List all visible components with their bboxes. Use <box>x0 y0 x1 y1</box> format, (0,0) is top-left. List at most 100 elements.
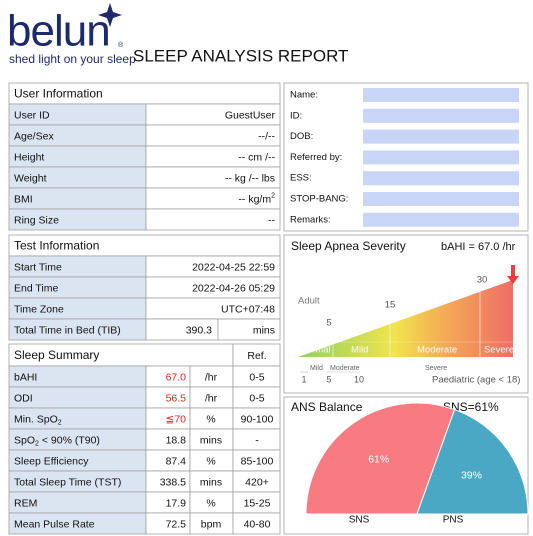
section-title: Test Information <box>14 239 99 253</box>
severity-title: Sleep Apnea Severity <box>291 239 406 253</box>
paediatric-tick: 10 <box>354 374 364 384</box>
paediatric-tick: 1 <box>301 374 306 384</box>
paediatric-label: Paediatric (age < 18) <box>432 375 520 386</box>
form-input <box>363 192 519 206</box>
row-label: REM <box>14 497 37 509</box>
row-ref: 15-25 <box>244 497 271 509</box>
form-label: Referred by: <box>290 152 342 163</box>
form-input <box>363 88 519 102</box>
row-value: 72.5 <box>166 518 187 530</box>
zone-label: Severe <box>484 345 514 356</box>
row-ref: 0-5 <box>249 371 264 383</box>
paediatric-zone: Moderate <box>330 365 360 372</box>
row-ref: 40-80 <box>244 518 271 530</box>
zone-label: Mild <box>351 345 368 356</box>
form-label: DOB: <box>290 131 313 142</box>
form-input <box>363 108 519 123</box>
form-input <box>363 150 519 165</box>
row-value: 390.3 <box>186 324 212 336</box>
row-unit: % <box>206 455 215 467</box>
row-value: -- kg /-- lbs <box>225 172 275 184</box>
adult-tick: 5 <box>326 318 331 329</box>
row-value: 2022-04-25 22:59 <box>192 261 275 273</box>
ref-header: Ref. <box>247 350 266 362</box>
slice-label: 39% <box>461 469 482 481</box>
row-unit: bpm <box>201 518 222 530</box>
row-label: Total Time in Bed (TIB) <box>14 324 121 336</box>
row-label: Total Sleep Time (TST) <box>14 476 121 488</box>
row-unit: % <box>206 497 215 509</box>
row-value: 87.4 <box>166 455 187 467</box>
report-title: SLEEP ANALYSIS REPORT <box>133 46 348 65</box>
row-value: 338.5 <box>160 476 186 488</box>
row-label: Height <box>14 151 44 163</box>
form-label: STOP-BANG: <box>290 194 348 205</box>
row-value: GuestUser <box>225 109 276 121</box>
row-label: bAHI <box>14 371 37 383</box>
row-label: End Time <box>14 282 59 294</box>
row-ref: 420+ <box>245 476 269 488</box>
form-input <box>363 129 519 144</box>
section-title: Sleep Summary <box>14 348 99 362</box>
row-value: --/-- <box>258 130 275 142</box>
paediatric-zone: Severe <box>425 365 447 372</box>
row-label: Mean Pulse Rate <box>14 518 95 530</box>
paediatric-zone: Mild <box>310 365 323 372</box>
cell <box>145 208 281 231</box>
form-input <box>363 171 519 186</box>
logo: belun <box>7 7 110 56</box>
row-value: 56.5 <box>166 392 187 404</box>
row-value: UTC+07:48 <box>221 303 275 315</box>
row-value: ≦70 <box>166 413 187 425</box>
subscript: 2 <box>35 441 39 448</box>
cell <box>232 512 281 535</box>
row-label: ODI <box>14 392 33 404</box>
row-unit: % <box>206 413 215 425</box>
severity-wedge <box>298 280 513 357</box>
row-ref: - <box>255 434 259 446</box>
row-ref: 0-5 <box>249 392 264 404</box>
row-label: Sleep Efficiency <box>14 455 89 467</box>
row-label: Start Time <box>14 261 62 273</box>
label-part: < 90% (T90) <box>39 434 100 446</box>
row-value: 67.0 <box>166 371 187 383</box>
legend-label: PNS <box>443 515 464 526</box>
zone-label: Normal <box>300 345 331 356</box>
cell <box>217 318 281 341</box>
ans-slice <box>305 402 456 515</box>
form-label: ESS: <box>290 173 312 184</box>
form-input <box>363 212 519 227</box>
adult-tick: 15 <box>385 300 396 311</box>
row-value: -- <box>268 214 275 226</box>
logo-star <box>98 3 122 27</box>
row-ref: 85-100 <box>241 455 274 467</box>
slice-label: 61% <box>368 453 389 465</box>
row-label: Age/Sex <box>14 130 54 142</box>
adult-tick: 30 <box>477 275 488 286</box>
row-value: -- cm /-- <box>238 151 275 163</box>
paediatric-tick: 5 <box>326 374 331 384</box>
row-unit: mins <box>200 476 222 488</box>
zone-label: Moderate <box>417 345 457 356</box>
ans-slice <box>416 408 529 515</box>
row-unit: mins <box>253 324 275 336</box>
form-label: Name: <box>290 90 318 101</box>
label-part: SpO <box>14 434 35 446</box>
row-value: 2022-04-26 05:29 <box>192 282 275 294</box>
superscript: 2 <box>271 193 275 200</box>
row-value: -- kg/m2 <box>238 193 275 205</box>
label-part: Min. SpO <box>14 413 58 425</box>
row-value: 17.9 <box>166 497 187 509</box>
row-label: Time Zone <box>14 303 64 315</box>
row-ref: 90-100 <box>241 413 274 425</box>
tagline: shed light on your sleep <box>9 52 136 66</box>
value-part: -- kg/m <box>238 193 271 205</box>
legend-label: SNS <box>349 515 370 526</box>
row-unit: /hr <box>205 392 218 404</box>
ans-title: ANS Balance <box>291 400 363 414</box>
row-label: BMI <box>14 193 33 205</box>
row-unit: /hr <box>205 371 218 383</box>
row-label: Weight <box>14 172 47 184</box>
